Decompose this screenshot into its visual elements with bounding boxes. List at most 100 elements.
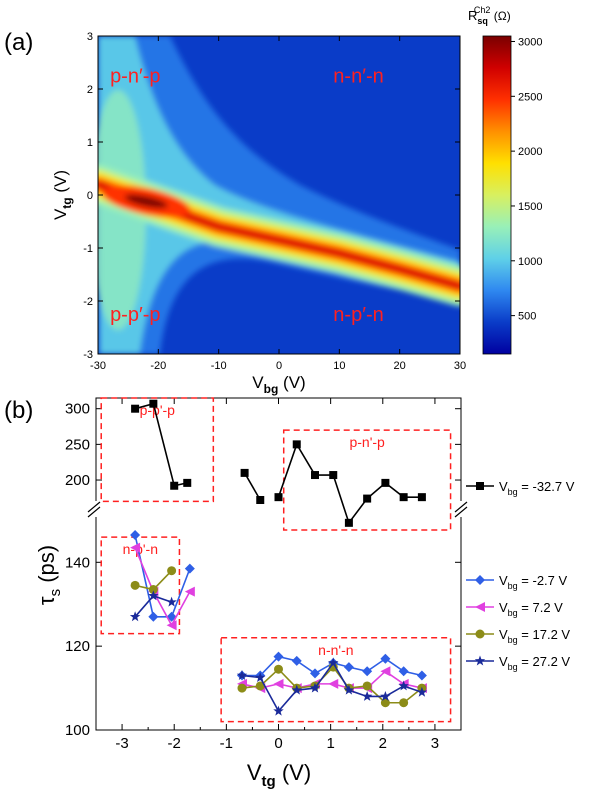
legend-label: Vbg = -2.7 V	[499, 573, 568, 591]
data-point-circle	[130, 580, 140, 590]
data-point-star	[129, 611, 141, 622]
data-point-diamond	[130, 530, 141, 541]
series-line	[134, 547, 191, 627]
data-point-triangle	[475, 602, 485, 612]
region-box	[220, 637, 452, 723]
colorbar-ticks: 500 1000 1500 2000 2500 3000	[511, 36, 542, 323]
region-box-label: p-n'-p	[349, 434, 385, 450]
data-point-square	[476, 482, 484, 490]
heatmap-plot	[98, 36, 460, 354]
series-group	[129, 590, 428, 716]
data-point-square	[399, 493, 408, 502]
plot-b-xtick-label: 1	[326, 735, 334, 752]
plot-b-lower-ytick-tick-label: 140	[65, 554, 90, 571]
plot-b-axis-ticks: -3 -2 -1 0 1 2 3 200 250 300 100 120 140	[65, 398, 462, 752]
data-point-circle	[399, 698, 409, 708]
series-line	[134, 534, 191, 618]
series-group	[130, 566, 427, 708]
plot-b-xtick-label: 0	[274, 735, 282, 752]
series-line	[243, 472, 261, 501]
legend-item: Vbg = 27.2 V	[466, 654, 570, 672]
plot-b-xtick-label: -2	[168, 735, 181, 752]
data-point-triangle	[273, 678, 284, 689]
series-line	[277, 442, 422, 525]
heatmap-ytick-label: -1	[83, 243, 93, 255]
data-point-star	[273, 705, 284, 716]
data-point-square	[183, 478, 192, 487]
data-point-star	[148, 590, 159, 601]
heatmap-ytick-label: 3	[87, 31, 93, 43]
data-point-diamond	[398, 666, 409, 677]
plot-b-ylabel: τs (ps)	[34, 545, 64, 605]
panel-b-label: (b)	[4, 397, 33, 424]
data-point-diamond	[362, 666, 373, 677]
heatmap-ytick-label: -2	[83, 296, 93, 308]
data-point-star	[328, 657, 339, 668]
legend-label: Vbg = 27.2 V	[499, 654, 570, 672]
data-point-square	[240, 468, 249, 477]
colorbar-tick-label: 1500	[518, 201, 542, 213]
plot-b-upper-ytick-tick-label: 200	[65, 472, 90, 489]
data-point-circle	[148, 585, 158, 595]
colorbar-gradient	[482, 35, 512, 355]
data-point-triangle	[184, 586, 195, 597]
axis-break	[87, 501, 468, 518]
data-point-diamond	[416, 670, 427, 681]
legend-label: Vbg = 17.2 V	[499, 627, 570, 645]
legend-item: Vbg = 17.2 V	[466, 627, 570, 645]
plot-b-region-boxes: p-p'-p p-n'-p n-p'-n n-n'-n	[100, 397, 452, 723]
colorbar-tick-label: 500	[518, 311, 536, 323]
heatmap-region-label: p-p′-p	[110, 304, 160, 326]
heatmap-xtick-label: 20	[394, 360, 406, 372]
data-point-square	[149, 399, 158, 408]
colorbar: 500 1000 1500 2000 2500 3000 RsqCh2 (Ω)	[468, 5, 542, 355]
data-point-square	[329, 471, 338, 480]
data-point-diamond	[273, 651, 284, 662]
data-point-circle	[237, 683, 247, 693]
data-point-square	[381, 478, 390, 487]
data-point-circle	[167, 566, 177, 576]
heatmap-xtick-label: 0	[276, 360, 282, 372]
data-point-triangle	[130, 542, 141, 553]
plot-b-upper-ytick-tick-label: 250	[65, 436, 90, 453]
data-point-square	[292, 440, 301, 449]
heatmap-xtick-label: -20	[150, 360, 166, 372]
data-point-star	[398, 680, 409, 691]
plot-b-xtick-label: -1	[220, 735, 233, 752]
plot-b-series	[129, 399, 428, 716]
plot-b-legend: Vbg = -32.7 V Vbg = -2.7 V Vbg = 7.2 V Vbg …	[466, 479, 575, 672]
data-point-square	[311, 471, 319, 480]
data-point-diamond	[310, 668, 320, 679]
data-point-square	[417, 493, 426, 502]
data-point-diamond	[475, 575, 485, 585]
region-box	[100, 536, 181, 635]
plot-b-xtick-label: 2	[379, 735, 387, 752]
legend-item: Vbg = -2.7 V	[466, 573, 568, 591]
heatmap-xtick-label: -10	[211, 360, 227, 372]
heatmap-xtick-label: 30	[454, 360, 466, 372]
heatmap-ytick-label: 1	[87, 137, 93, 149]
data-point-triangle	[328, 678, 339, 689]
colorbar-tick-label: 2500	[518, 91, 542, 103]
plot-b-xtick-label: -3	[115, 735, 128, 752]
heatmap-region-label: p-n′-p	[110, 65, 160, 87]
region-box-label: n-n'-n	[318, 642, 353, 658]
data-point-star	[236, 670, 248, 680]
series-line	[134, 402, 188, 487]
legend-label: Vbg = -32.7 V	[499, 479, 575, 497]
heatmap-ytick-label: -3	[83, 349, 93, 361]
data-point-diamond	[380, 653, 391, 664]
data-point-triangle	[380, 666, 391, 677]
heatmap-region-label: n-n′-n	[333, 65, 383, 87]
region-box-label: n-p'-n	[123, 541, 158, 557]
heatmap-ytick-label: 0	[87, 190, 93, 202]
data-point-square	[170, 481, 179, 490]
plot-b-lower-ytick-tick-label: 100	[65, 722, 90, 739]
data-point-star	[166, 596, 177, 607]
series-group	[131, 399, 426, 527]
data-point-triangle	[166, 620, 177, 631]
colorbar-tick-label: 2000	[518, 146, 542, 158]
